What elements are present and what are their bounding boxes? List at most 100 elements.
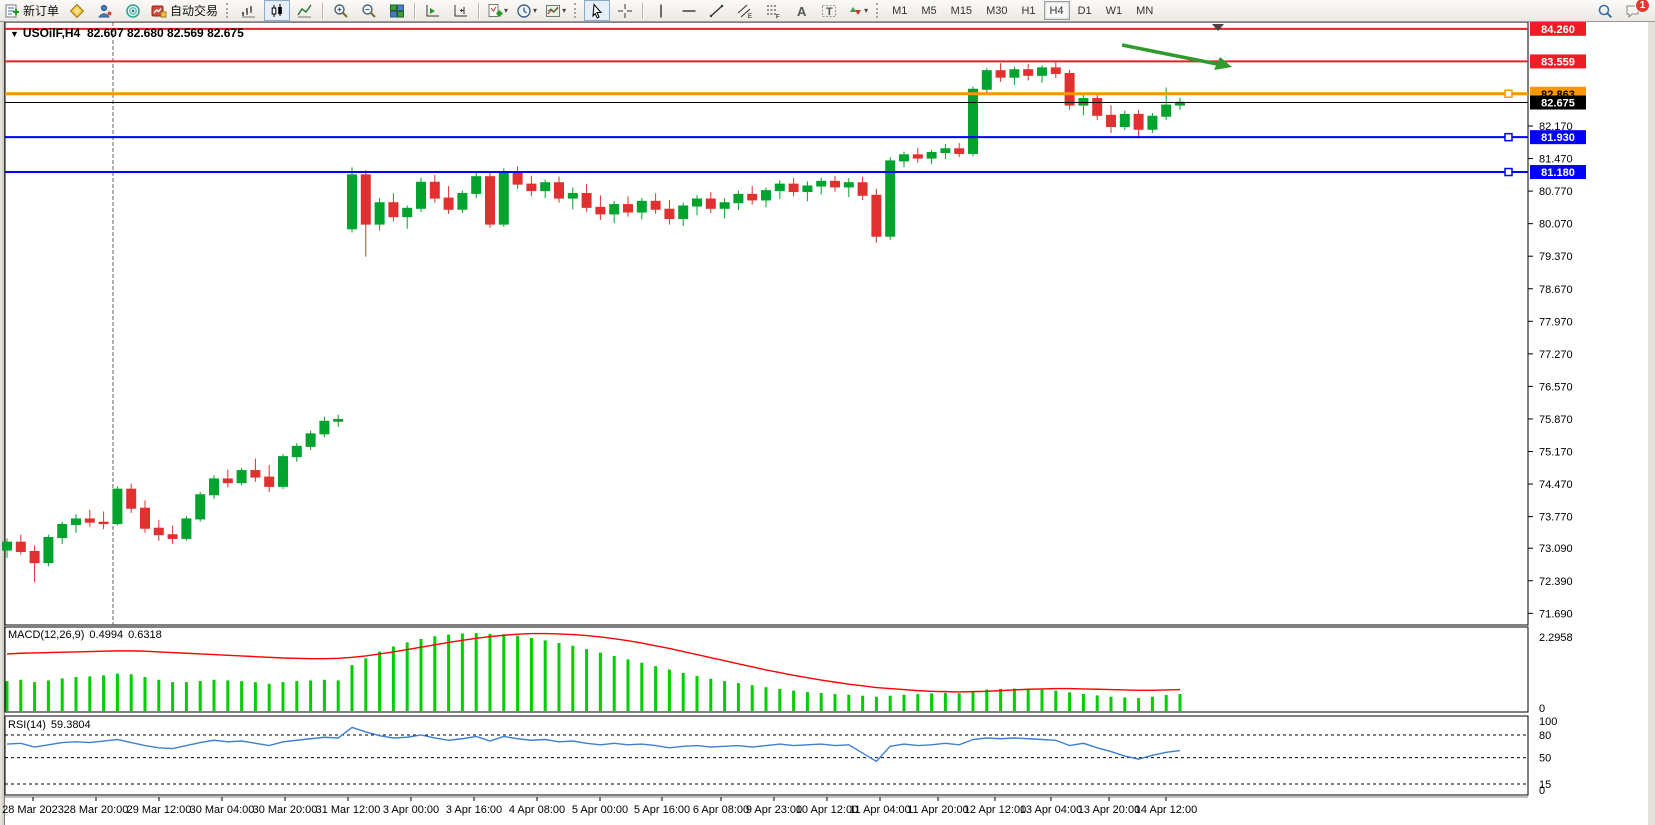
deposit-icon — [69, 3, 85, 19]
search-button[interactable] — [1592, 0, 1618, 21]
vertical-line-button[interactable] — [648, 0, 674, 21]
right-scroll-strip[interactable] — [1648, 21, 1655, 825]
dropdown-caret-icon[interactable]: ▾ — [864, 6, 869, 15]
candle — [871, 188, 882, 243]
candle — [319, 416, 330, 438]
rsi-indicator-label: RSI(14) 59.3804 — [8, 719, 91, 731]
timeframe-m15-button[interactable]: M15 — [950, 4, 973, 17]
horizontal-line-object[interactable]: 81.180 — [5, 165, 1586, 180]
trendline-button[interactable] — [704, 0, 730, 21]
dropdown-caret-icon[interactable]: ▾ — [533, 6, 538, 15]
candle — [305, 430, 316, 451]
svg-text:74.470: 74.470 — [1539, 479, 1573, 491]
svg-text:82.675: 82.675 — [1541, 98, 1575, 110]
line-drag-handle[interactable] — [1504, 132, 1513, 142]
zoom-out-button[interactable] — [356, 0, 382, 21]
candle — [595, 195, 606, 220]
deposit-button[interactable] — [64, 0, 90, 21]
chat-button[interactable]: 1 — [1620, 0, 1650, 21]
search-icon — [1597, 3, 1613, 19]
timeframe-m5-button[interactable]: M5 — [921, 4, 937, 17]
new-order-button[interactable]: 新订单 — [1, 0, 62, 21]
candle — [15, 534, 26, 555]
indicators-button[interactable]: ▾ — [484, 0, 511, 21]
crosshair-icon — [617, 3, 633, 19]
tile-windows-button[interactable] — [384, 0, 410, 21]
line-drag-handle[interactable] — [1504, 89, 1513, 99]
chart-shift-marker-icon[interactable] — [1212, 24, 1224, 31]
price-axis[interactable]: 82.170 81.470 80.770 80.070 79.370 78.670 77.9… — [1528, 121, 1573, 620]
horizontal-line-object[interactable]: 81.930 — [5, 130, 1586, 145]
timeframe-h4-button[interactable]: H4 — [1043, 1, 1070, 20]
candle — [816, 177, 827, 195]
timeframe-d1-button[interactable]: D1 — [1077, 4, 1092, 17]
chart-background — [0, 21, 1655, 825]
horizontal-line-button[interactable] — [676, 0, 702, 21]
community-button[interactable] — [92, 0, 118, 21]
dropdown-caret-icon[interactable]: ▾ — [562, 6, 567, 15]
chart-shift-button[interactable] — [448, 0, 474, 21]
dropdown-caret-icon[interactable]: ▾ — [504, 6, 509, 15]
text-label-button[interactable]: T — [816, 0, 842, 21]
candle — [29, 545, 40, 583]
macd-pane: 2.2958 0 — [5, 632, 1573, 715]
svg-text:5 Apr 16:00: 5 Apr 16:00 — [634, 804, 690, 816]
candle — [609, 200, 620, 224]
svg-text:3 Apr 16:00: 3 Apr 16:00 — [446, 804, 502, 816]
signals-button[interactable] — [120, 0, 146, 21]
one-click-collapse-icon[interactable]: ▼ — [10, 29, 19, 39]
line-drag-handle[interactable] — [1504, 167, 1513, 177]
toolbar-grip[interactable] — [226, 3, 231, 18]
new-order-icon — [4, 3, 20, 19]
fibonacci-button[interactable]: F — [760, 0, 786, 21]
crosshair-button[interactable] — [612, 0, 638, 21]
zoom-in-button[interactable] — [328, 0, 354, 21]
candle — [236, 467, 247, 486]
current-price-line: 82.675 — [5, 95, 1586, 110]
equidistant-channel-icon: E — [737, 3, 753, 19]
auto-scroll-button[interactable] — [420, 0, 446, 21]
autotrading-button[interactable]: 自动交易 — [148, 0, 221, 21]
candle — [1050, 61, 1061, 79]
svg-text:13 Apr 20:00: 13 Apr 20:00 — [1078, 804, 1140, 816]
cursor-button[interactable] — [584, 0, 611, 21]
candle — [554, 176, 564, 203]
toolbar-grip[interactable] — [876, 3, 881, 18]
bar-chart-icon — [241, 3, 257, 19]
arrows-button[interactable]: ▾ — [844, 0, 871, 21]
timeframe-h1-button[interactable]: H1 — [1021, 4, 1036, 17]
candle — [429, 174, 440, 203]
line-chart-button[interactable] — [292, 0, 318, 21]
candle — [774, 180, 785, 200]
candlestick-button[interactable] — [264, 0, 291, 21]
svg-text:9 Apr 23:00: 9 Apr 23:00 — [746, 804, 802, 816]
rsi-name: RSI(14) — [8, 719, 46, 731]
svg-text:76.570: 76.570 — [1539, 381, 1573, 393]
toolbar-grip[interactable] — [574, 3, 579, 18]
vertical-line-icon — [653, 3, 669, 19]
horizontal-line-object[interactable]: 84.260 — [5, 21, 1586, 36]
template-button[interactable]: ▾ — [542, 0, 569, 21]
equidistant-channel-button[interactable]: E — [732, 0, 758, 21]
text-button[interactable]: A — [788, 0, 814, 21]
svg-text:81.180: 81.180 — [1541, 167, 1575, 179]
periods-button[interactable]: ▾ — [513, 0, 540, 21]
horizontal-line-object[interactable]: 83.559 — [5, 54, 1586, 69]
timeframe-m1-button[interactable]: M1 — [892, 4, 908, 17]
timeframe-m30-button[interactable]: M30 — [986, 4, 1008, 17]
candle — [1037, 65, 1047, 83]
autotrading-label: 自动交易 — [170, 4, 219, 18]
candle — [388, 193, 399, 222]
candle — [126, 483, 137, 513]
template-icon — [545, 3, 561, 19]
timeframe-w1-button[interactable]: W1 — [1105, 4, 1123, 17]
timeframe-mn-button[interactable]: MN — [1136, 4, 1154, 17]
horizontal-line-icon — [681, 3, 697, 19]
annotation-arrow[interactable] — [1121, 43, 1232, 70]
candle — [664, 199, 675, 225]
periods-icon — [516, 3, 532, 19]
candle — [471, 172, 482, 199]
bar-chart-button[interactable] — [236, 0, 262, 21]
